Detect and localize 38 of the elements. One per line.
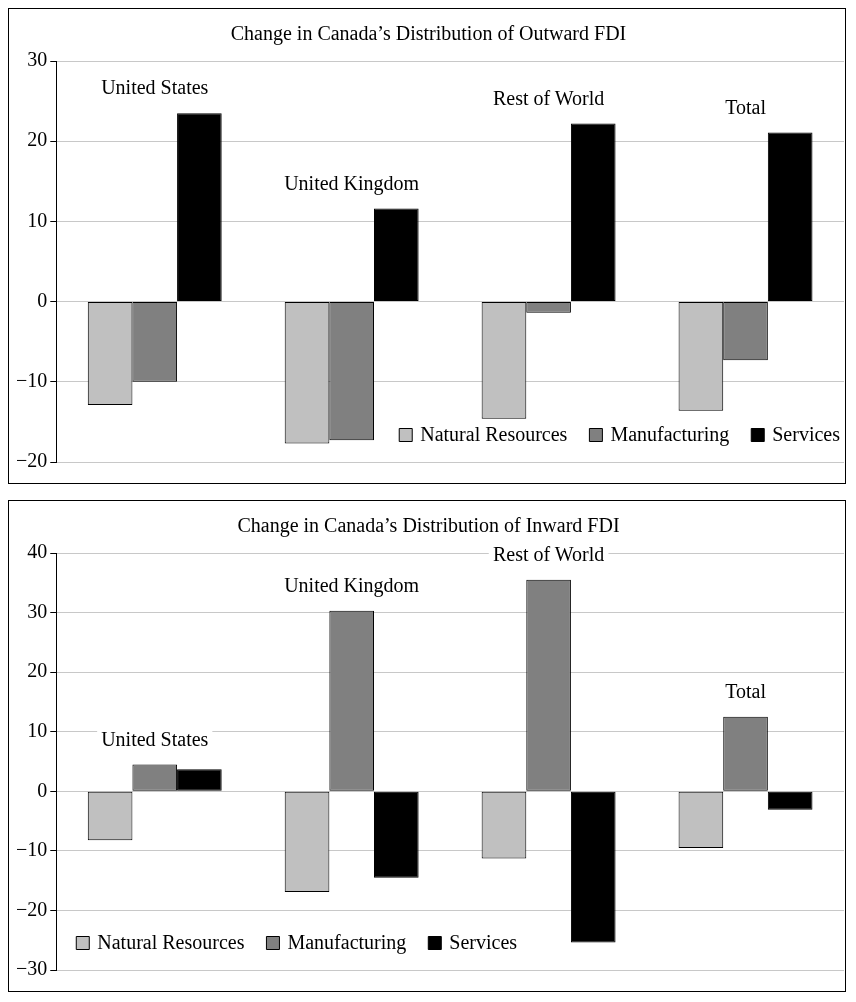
legend-label: Natural Resources [97,931,245,954]
bar [767,132,813,302]
y-tick-label: −20 [16,449,48,472]
y-tick-label: 20 [27,659,48,682]
x-tick-label: Rest of World [492,543,605,566]
bar [767,791,813,810]
chart-title: Change in Canada’s Distribution of Outward FDI [230,22,627,46]
y-tick-label: −10 [16,369,48,392]
y-tick-label: 0 [37,778,48,801]
y-tick-label: 0 [37,288,48,311]
x-tick-label: United Kingdom [284,574,420,598]
x-tick-label: Total [725,95,767,118]
bar [177,113,222,302]
legend-label: Services [449,931,518,954]
x-tick-label: United Kingdom [284,171,420,195]
y-tick-label: 30 [27,599,48,622]
legend-label: Manufacturing [287,931,407,955]
x-tick-label: Total [725,680,767,703]
bar [570,123,616,302]
bar [177,769,222,791]
x-tick-label: Rest of World [492,86,605,109]
y-tick-label: 10 [27,208,48,231]
y-tick-label: −20 [16,897,48,920]
legend-label: Manufacturing [610,423,730,447]
x-tick-label: United States [101,727,209,750]
x-tick-label: United States [101,76,209,99]
y-tick-label: −30 [16,957,48,980]
y-tick-label: 20 [27,128,48,151]
bar [570,791,616,943]
bar [373,208,419,302]
bar [373,791,419,878]
chart-title: Change in Canada’s Distribution of Inward FDI [237,514,620,538]
y-tick-label: −10 [16,838,48,861]
y-tick-label: 40 [27,540,48,563]
y-tick-label: 10 [27,718,48,741]
legend-label: Natural Resources [420,423,568,446]
legend-label: Services [772,423,841,446]
y-tick-label: 30 [27,48,48,71]
